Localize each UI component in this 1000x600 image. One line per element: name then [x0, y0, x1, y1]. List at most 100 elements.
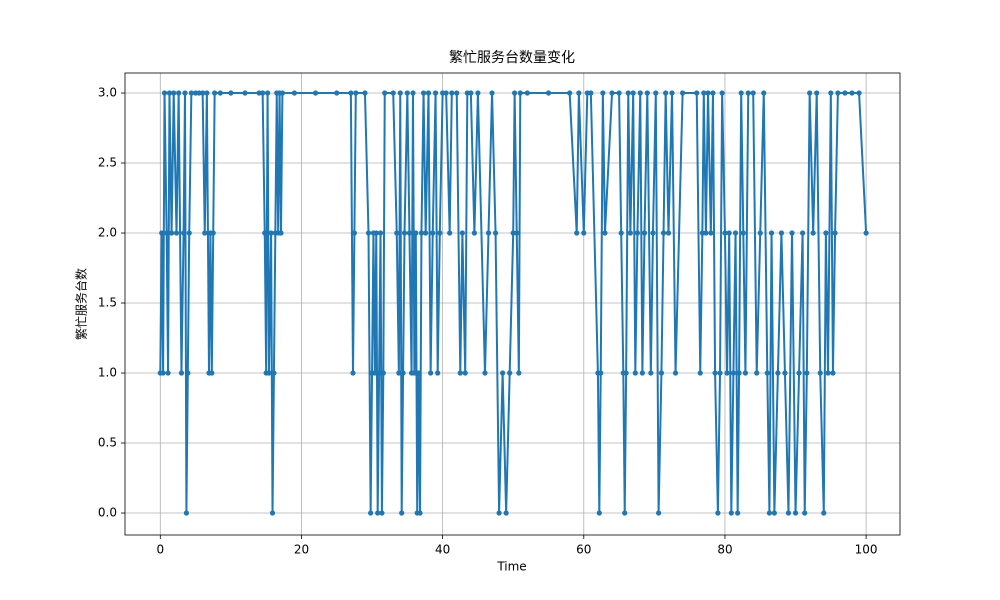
- x-tick-label: 0: [156, 543, 164, 557]
- data-point: [489, 90, 495, 96]
- data-point: [792, 510, 799, 516]
- data-point: [418, 230, 425, 236]
- data-point: [639, 370, 645, 376]
- data-point: [291, 90, 297, 96]
- data-point: [212, 90, 218, 96]
- data-point: [722, 230, 728, 236]
- data-point: [703, 230, 709, 236]
- data-point: [173, 230, 180, 236]
- data-point: [188, 90, 194, 96]
- data-point: [524, 90, 530, 96]
- data-point: [503, 510, 509, 516]
- data-point: [634, 230, 641, 236]
- data-point: [641, 230, 648, 236]
- data-point: [637, 90, 643, 96]
- data-point: [159, 230, 165, 236]
- data-point: [810, 230, 816, 236]
- data-point: [616, 90, 622, 96]
- data-point: [596, 510, 602, 516]
- data-point: [715, 510, 721, 516]
- data-point: [745, 90, 751, 96]
- data-point: [742, 370, 749, 376]
- data-point: [500, 370, 506, 376]
- data-point: [660, 230, 667, 236]
- data-point: [396, 370, 402, 376]
- data-point: [825, 370, 831, 376]
- chart-title: 繁忙服务台数量变化: [449, 50, 575, 66]
- data-point: [516, 370, 522, 376]
- data-point: [799, 230, 806, 236]
- data-point: [178, 370, 185, 376]
- axes-frame: [124, 72, 901, 536]
- data-point: [650, 230, 656, 236]
- data-point: [697, 370, 703, 376]
- data-point: [849, 90, 855, 96]
- data-point: [375, 510, 381, 516]
- data-point: [353, 90, 359, 96]
- data-point: [669, 90, 675, 96]
- data-point: [390, 90, 396, 96]
- data-point: [814, 90, 820, 96]
- data-point: [804, 370, 810, 376]
- data-point: [269, 510, 276, 516]
- y-axis-label: 繁忙服务台数: [74, 268, 89, 340]
- y-tick-label: 3.0: [98, 86, 117, 100]
- data-point: [380, 370, 386, 376]
- data-point: [602, 230, 608, 236]
- data-point: [600, 90, 606, 96]
- data-point: [726, 230, 732, 236]
- data-point: [161, 90, 168, 96]
- data-point: [351, 230, 357, 236]
- data-point: [581, 230, 587, 236]
- data-point: [202, 230, 208, 236]
- data-point: [447, 230, 453, 236]
- y-tick-label: 2.5: [98, 156, 117, 170]
- data-point: [576, 90, 582, 96]
- data-point: [775, 370, 781, 376]
- data-point: [397, 90, 403, 96]
- data-point: [625, 90, 631, 96]
- y-tick-label: 0.0: [98, 506, 117, 520]
- data-point: [598, 370, 604, 376]
- data-point: [423, 230, 429, 236]
- data-point: [778, 230, 785, 236]
- data-point: [266, 370, 272, 376]
- data-point: [411, 370, 417, 376]
- data-point: [632, 370, 638, 376]
- x-axis-label: Time: [496, 560, 526, 574]
- data-point: [468, 90, 474, 96]
- data-point: [425, 90, 432, 96]
- data-point: [740, 230, 746, 236]
- data-point: [376, 370, 382, 376]
- data-point: [719, 90, 725, 96]
- data-point: [623, 370, 629, 376]
- x-tick-label: 20: [294, 543, 309, 557]
- data-point: [830, 370, 836, 376]
- data-point: [401, 230, 408, 236]
- data-point: [732, 230, 739, 236]
- data-point: [462, 370, 468, 376]
- data-point: [768, 230, 775, 236]
- data-point: [821, 510, 827, 516]
- data-point: [656, 510, 662, 516]
- data-point: [782, 370, 788, 376]
- data-point: [832, 230, 838, 236]
- data-point: [365, 230, 372, 236]
- data-point: [416, 370, 422, 376]
- data-point: [863, 230, 869, 236]
- data-point: [400, 370, 406, 376]
- data-point: [630, 90, 636, 96]
- data-point: [627, 230, 633, 236]
- data-point: [334, 90, 340, 96]
- data-point: [622, 510, 628, 516]
- data-point: [242, 90, 248, 96]
- data-point: [165, 370, 171, 376]
- data-point: [417, 510, 423, 516]
- data-point: [262, 230, 268, 236]
- data-point: [724, 370, 730, 376]
- data-line: [159, 92, 868, 515]
- x-tick-label: 60: [576, 543, 591, 557]
- data-point: [735, 510, 741, 516]
- data-point: [856, 90, 862, 96]
